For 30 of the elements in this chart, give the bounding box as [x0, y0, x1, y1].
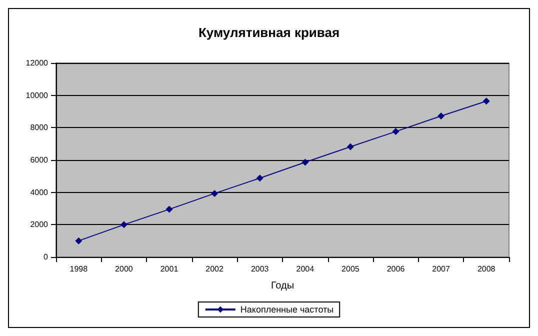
point — [120, 221, 128, 228]
point — [211, 190, 218, 197]
y-tick-label: 12000 — [26, 58, 49, 68]
x-tick-label: 2008 — [477, 264, 496, 274]
x-tick-label: 2003 — [250, 264, 270, 274]
point — [392, 128, 400, 136]
x-tick-label: 2005 — [342, 264, 360, 274]
x-axis-title: Годы — [270, 280, 294, 292]
x-tick-label: 1998 — [70, 264, 88, 274]
point — [482, 98, 490, 105]
y-tick-label: 6000 — [30, 156, 49, 164]
x-tick-label: 2000 — [115, 264, 134, 274]
legend-label: Накопленные частоты — [240, 304, 334, 314]
point — [256, 174, 264, 182]
x-tick-label: 2002 — [206, 264, 224, 274]
x-tick-label: 2004 — [296, 264, 315, 274]
y-tick-label: 10000 — [26, 90, 49, 100]
y-tick-label: 2000 — [30, 220, 49, 230]
point — [166, 206, 173, 213]
point — [302, 158, 309, 166]
point — [438, 112, 445, 120]
point — [75, 237, 82, 244]
y-tick-label: 0 — [44, 252, 49, 262]
chart-title: Кумулятивная кривая — [198, 25, 340, 40]
x-tick-label: 2007 — [432, 264, 450, 274]
x-tick-label: 2006 — [386, 264, 406, 274]
y-tick-label: 8000 — [30, 123, 49, 132]
x-tick-label: 2001 — [160, 264, 179, 274]
y-tick-label: 4000 — [30, 188, 49, 197]
point — [346, 143, 354, 150]
